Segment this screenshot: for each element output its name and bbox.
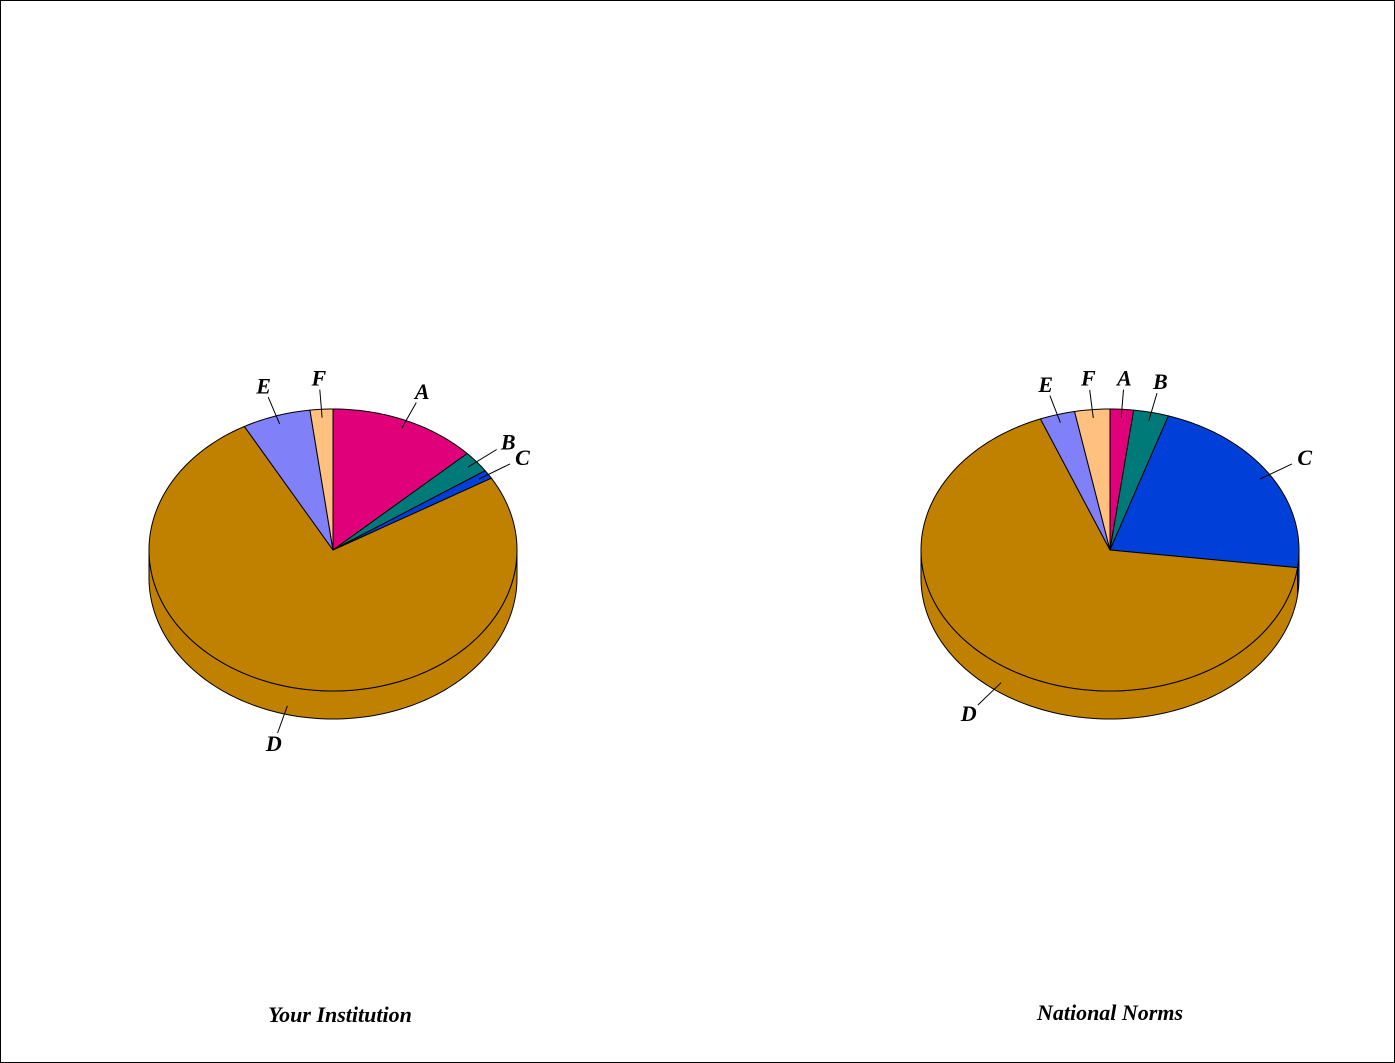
slice-label-b: B xyxy=(500,429,516,454)
slice-label-e: E xyxy=(1037,372,1053,397)
slice-label-e: E xyxy=(255,373,271,398)
leader-line-f xyxy=(1089,389,1094,419)
leader-line-c xyxy=(1259,463,1293,480)
slice-label-a: A xyxy=(413,379,430,404)
chart-title-national-norms: National Norms xyxy=(1036,1000,1184,1025)
leader-line-e xyxy=(1049,395,1061,423)
slice-label-f: F xyxy=(1080,366,1096,391)
pie-top xyxy=(920,408,1300,692)
pie-labels: A BC D E F xyxy=(255,365,530,756)
leader-line-c xyxy=(478,463,511,480)
leader-line-a xyxy=(401,402,417,429)
pie-slice-d xyxy=(920,418,1299,692)
slice-label-b: B xyxy=(1152,369,1168,394)
leader-line-e xyxy=(267,396,281,425)
pie-chart-your-institution: A BC D E F xyxy=(148,365,530,756)
slice-label-a: A xyxy=(1115,365,1132,390)
leader-line-b xyxy=(467,449,497,468)
slice-label-c: C xyxy=(515,445,530,470)
leader-line-d xyxy=(277,705,288,734)
pie-slice-d xyxy=(148,425,518,692)
leader-line-f xyxy=(319,389,323,418)
slice-label-f: F xyxy=(311,365,327,390)
chart-title-your-institution: Your Institution xyxy=(268,1002,412,1027)
slice-label-c: C xyxy=(1297,445,1312,470)
leader-line-a xyxy=(1120,389,1124,418)
slice-label-d: D xyxy=(960,701,977,726)
leader-line-d xyxy=(977,682,1002,706)
leader-line-b xyxy=(1148,392,1158,421)
slice-label-d: D xyxy=(265,731,282,756)
pie-top xyxy=(148,408,518,692)
